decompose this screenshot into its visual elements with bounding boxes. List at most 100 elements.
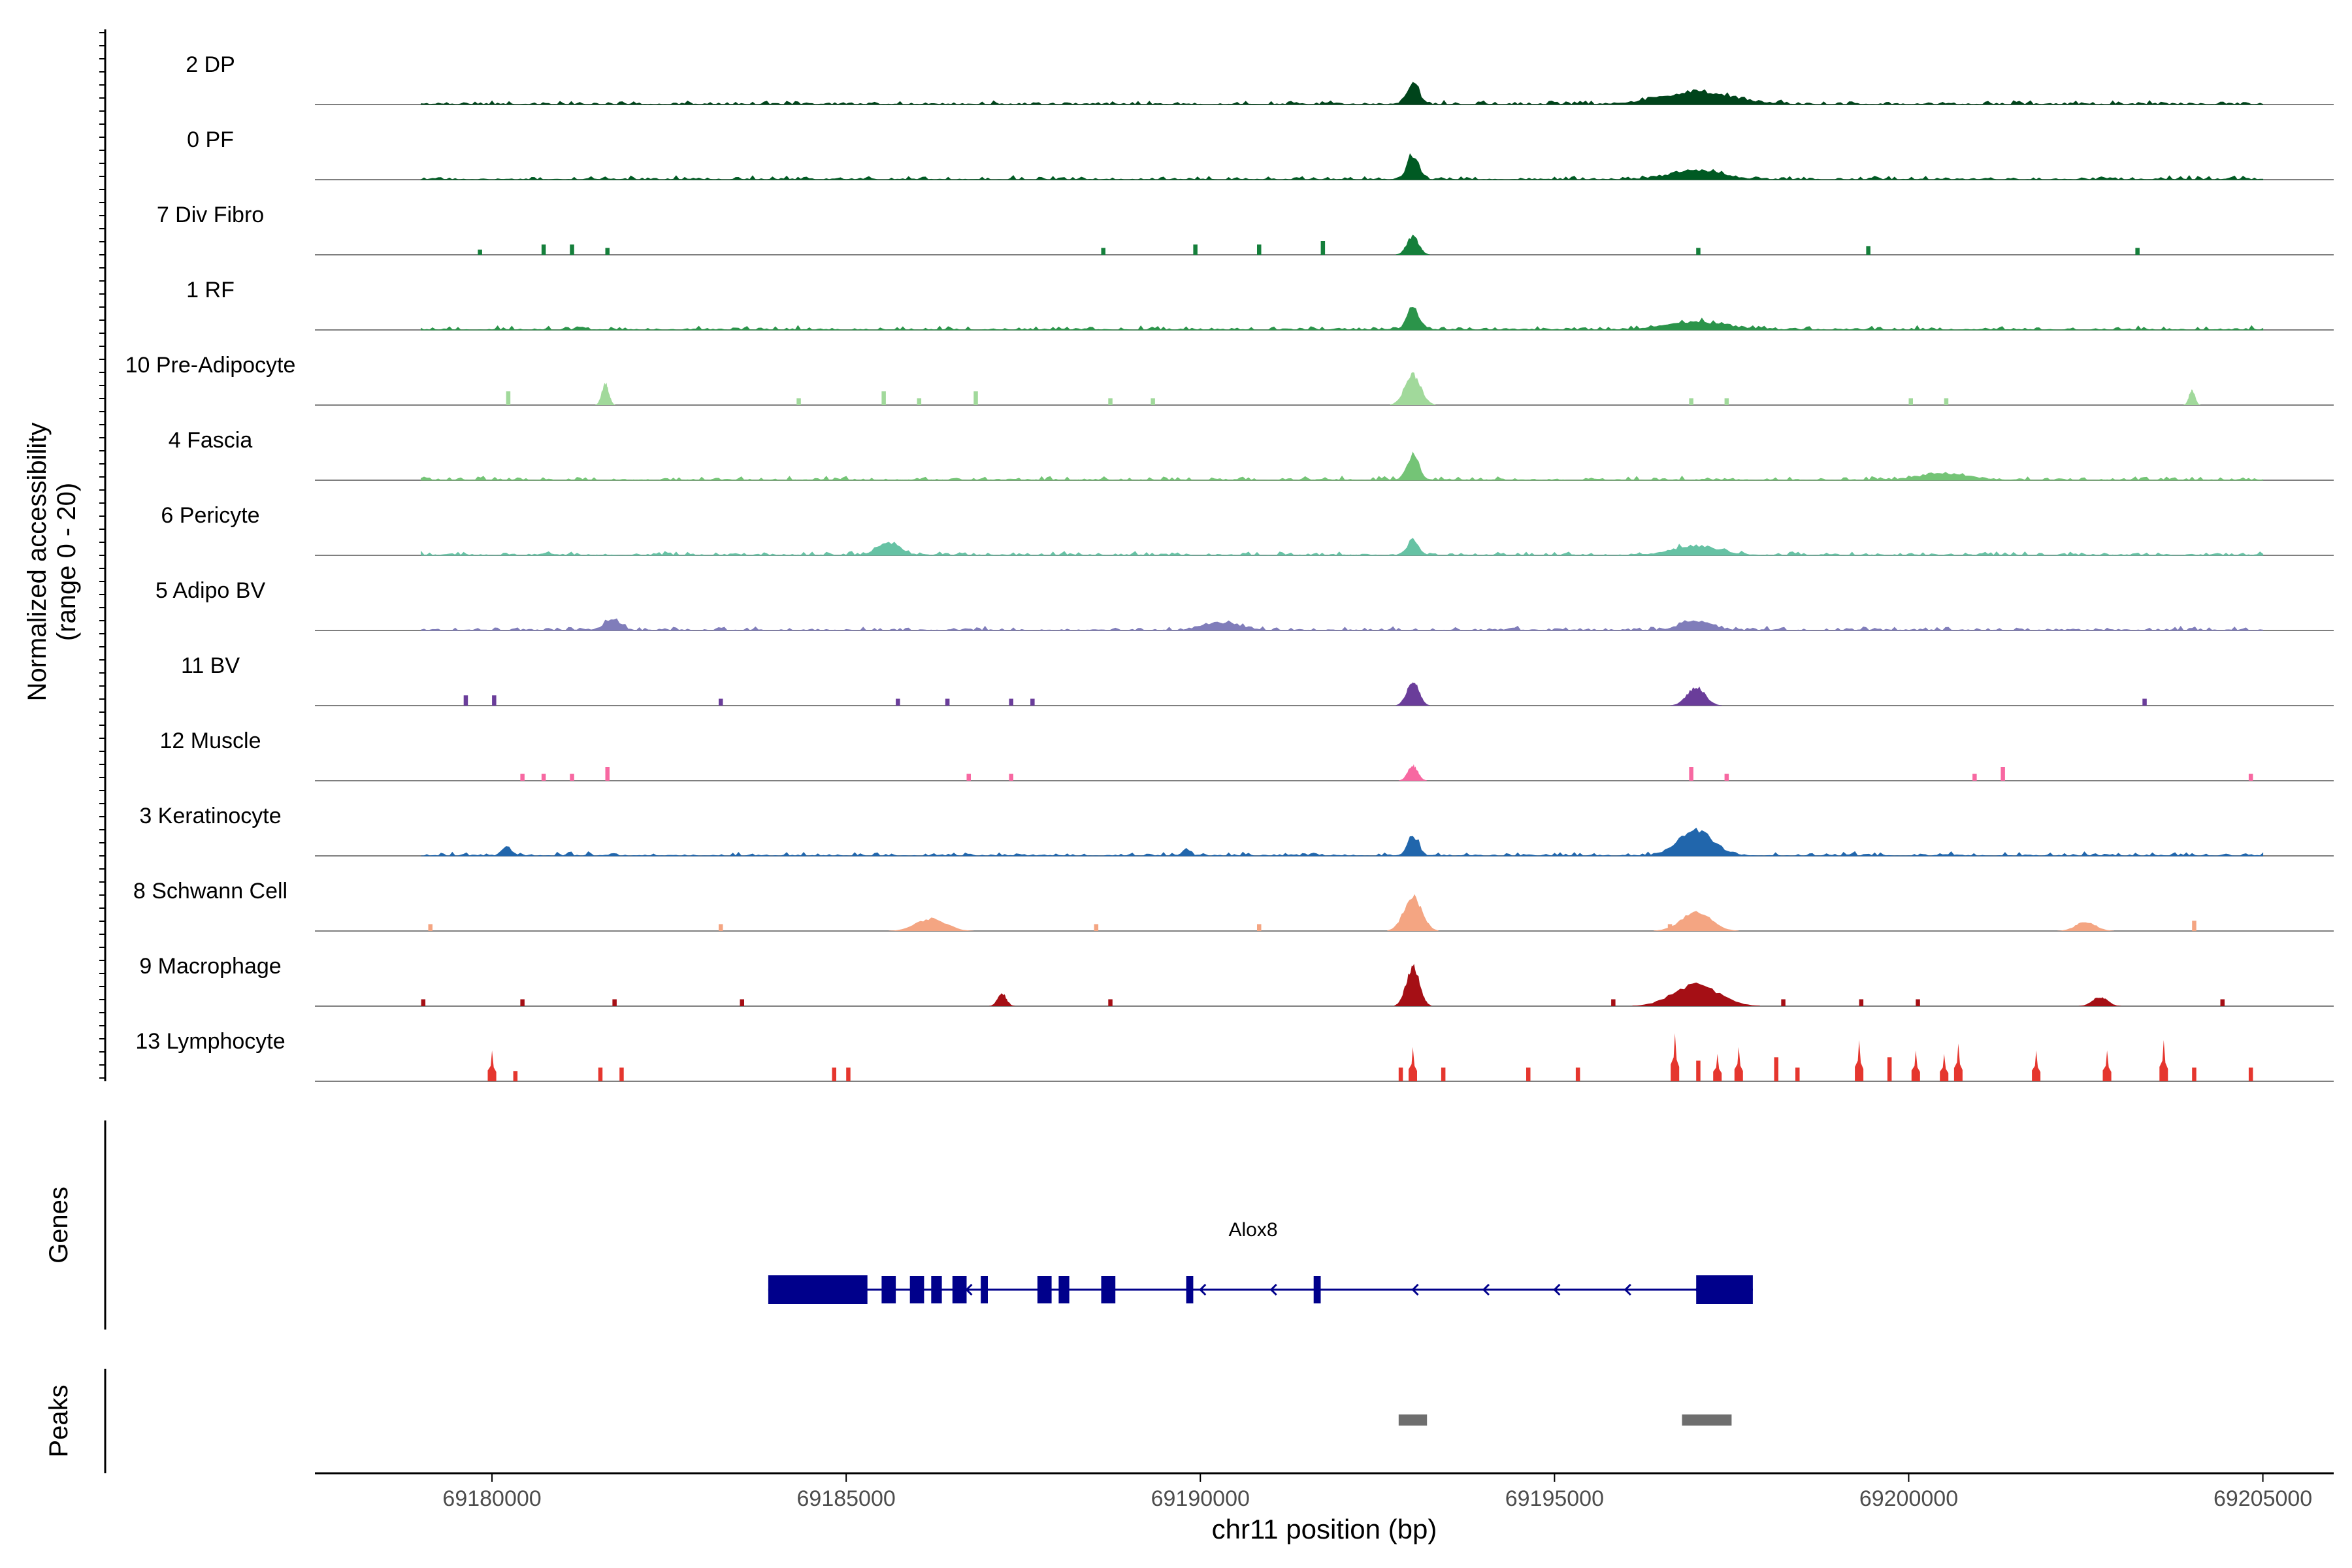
track-peak [2183, 389, 2201, 405]
track-block [1101, 248, 1105, 255]
track-peak [1394, 964, 1431, 1006]
track-block [1575, 1068, 1580, 1081]
track-block [1193, 244, 1198, 255]
track-block [1774, 1057, 1778, 1082]
track-block [1441, 1068, 1446, 1081]
track-label: 11 BV [181, 653, 240, 678]
track-signal [421, 451, 2264, 481]
track-block [1030, 698, 1035, 706]
track-block [1944, 398, 1949, 405]
track-block [1795, 1068, 1800, 1081]
gene-exon [952, 1276, 967, 1303]
track-label: 6 Pericyte [161, 503, 259, 528]
track-block [719, 924, 723, 931]
tracks-axis-ticks [99, 32, 105, 1079]
track-label: 2 DP [186, 52, 235, 77]
track-block [2159, 1040, 2168, 1081]
track-block [2248, 1068, 2253, 1081]
track-block [541, 244, 546, 255]
gene-strand-arrow [1199, 1283, 1207, 1296]
gene-exon [881, 1276, 896, 1303]
track-block [1734, 1047, 1743, 1081]
track-label: 3 Keratinocyte [139, 804, 281, 828]
track-block [796, 398, 801, 405]
track-block [541, 774, 546, 781]
track-block [1696, 1060, 1701, 1081]
track-block [740, 999, 744, 1006]
track-peak [1398, 764, 1428, 781]
track-peak [595, 382, 615, 405]
track-10-pre-adipocyte: 10 Pre-Adipocyte [125, 353, 2334, 406]
track-block [487, 1050, 497, 1081]
track-block [1689, 398, 1693, 405]
x-axis-ticks: 69180000 69185000 69190000 69195000 69200000… [442, 1473, 2312, 1511]
y-axis-label-range: (range 0 - 20) [52, 483, 81, 641]
x-axis-tick-label: 69205000 [2213, 1486, 2312, 1511]
accessibility-tracks: 2 DP 0 PF 7 Div Fibro 1 RF 10 Pre-Adipocyte 4… [125, 52, 2334, 1082]
track-12-muscle: 12 Muscle [160, 728, 2334, 781]
track-block [846, 1068, 851, 1081]
track-block [520, 999, 525, 1006]
track-signal [421, 827, 2264, 857]
track-block [973, 391, 978, 405]
track-block [881, 391, 886, 405]
track-block [1094, 924, 1099, 931]
track-7-div-fibro: 7 Div Fibro [157, 203, 2334, 255]
gene-model-alox8 [768, 1275, 1753, 1304]
track-block [1671, 1033, 1680, 1081]
track-block [2102, 1050, 2112, 1081]
track-block [598, 1068, 603, 1081]
track-11-bv: 11 BV [181, 653, 2334, 706]
track-block [1009, 774, 1013, 781]
track-block [619, 1068, 624, 1081]
track-label: 4 Fascia [169, 428, 253, 453]
track-label: 1 RF [186, 278, 235, 302]
gene-exon [1313, 1276, 1321, 1303]
track-block [2220, 999, 2225, 1006]
track-13-lymphocyte: 13 Lymphocyte [135, 1029, 2334, 1082]
track-block [1855, 1040, 1864, 1081]
gene-exon [1058, 1276, 1070, 1303]
track-block [1398, 1068, 1403, 1081]
track-block [1781, 999, 1786, 1006]
track-block [478, 250, 482, 255]
track-peak [1390, 372, 1436, 405]
peak-region-bar [1398, 1414, 1428, 1426]
track-block [492, 695, 497, 706]
track-block [1953, 1043, 1963, 1081]
track-block [832, 1068, 836, 1081]
track-block [917, 398, 922, 405]
track-8-schwann-cell: 8 Schwann Cell [133, 879, 2334, 932]
track-block [1257, 244, 1262, 255]
track-block [421, 999, 426, 1006]
track-block [520, 774, 525, 781]
gene-exon [909, 1276, 924, 1303]
track-block [719, 698, 723, 706]
track-block [1887, 1057, 1892, 1082]
track-signal [421, 538, 2264, 556]
track-label: 5 Adipo BV [155, 578, 266, 603]
track-block [1320, 241, 1326, 255]
gene-exon [768, 1275, 868, 1304]
track-block [1611, 999, 1616, 1006]
track-peak [1671, 686, 1722, 706]
gene-exon [1101, 1276, 1116, 1303]
track-0-pf: 0 PF [187, 127, 2334, 180]
track-block [1108, 398, 1113, 405]
track-peak [1632, 982, 1760, 1006]
track-block [2192, 921, 2197, 932]
track-peak [2057, 922, 2114, 931]
y-axis-label: Normalized accessibility [23, 423, 52, 702]
track-3-keratinocyte: 3 Keratinocyte [139, 804, 2334, 857]
track-block [1667, 924, 1673, 931]
track-block [1409, 1047, 1417, 1081]
track-label: 10 Pre-Adipocyte [125, 353, 296, 378]
track-peak [1396, 235, 1430, 255]
track-block [428, 924, 433, 931]
track-block [1724, 398, 1729, 405]
track-block [1151, 398, 1155, 405]
track-5-adipo-bv: 5 Adipo BV [155, 578, 2334, 631]
track-peak [1654, 911, 1739, 931]
track-block [1009, 698, 1013, 706]
gene-strand-arrow [1411, 1283, 1419, 1296]
